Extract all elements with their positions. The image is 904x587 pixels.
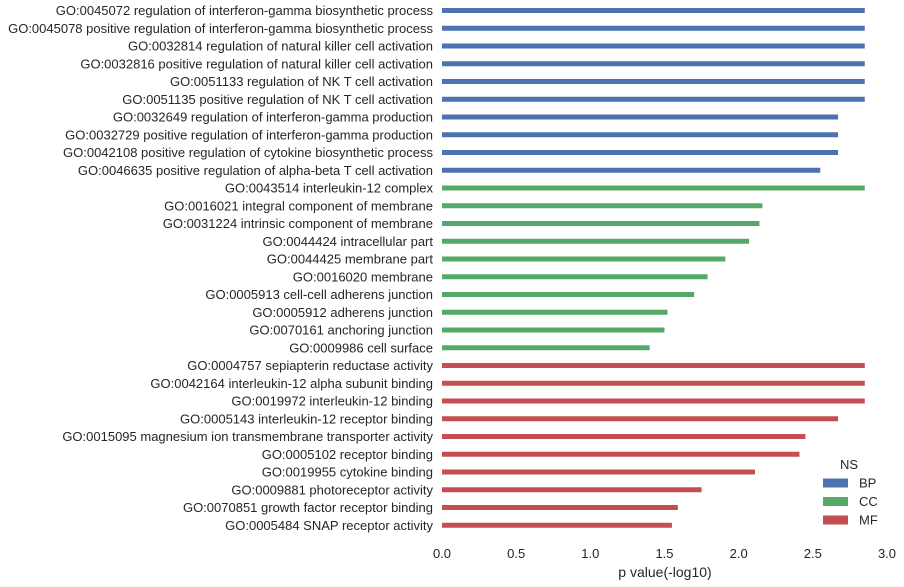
- legend-label: CC: [859, 494, 878, 509]
- category-label: GO:0051135 positive regulation of NK T c…: [122, 92, 433, 107]
- bar: [442, 185, 865, 191]
- legend-title: NS: [840, 457, 858, 472]
- legend-swatch: [823, 515, 848, 525]
- bar: [442, 327, 665, 333]
- category-label: GO:0005912 adherens junction: [252, 305, 433, 320]
- category-label: GO:0015095 magnesium ion transmembrane t…: [62, 429, 433, 444]
- category-label: GO:0005484 SNAP receptor activity: [225, 518, 433, 533]
- bar: [442, 43, 865, 49]
- bar: [442, 203, 763, 209]
- bar: [442, 416, 839, 422]
- category-label: GO:0019955 cytokine binding: [262, 465, 433, 480]
- bar: [442, 61, 865, 67]
- category-label: GO:0046635 positive regulation of alpha-…: [78, 163, 433, 178]
- bar: [442, 309, 668, 315]
- category-label: GO:0031224 intrinsic component of membra…: [163, 216, 433, 231]
- bar: [442, 434, 806, 439]
- bar: [442, 398, 865, 404]
- x-tick-label: 2.0: [730, 546, 748, 561]
- bar: [442, 292, 695, 297]
- x-tick-label: 1.5: [655, 546, 673, 561]
- category-label: GO:0019972 interleukin-12 binding: [231, 394, 433, 409]
- legend-label: MF: [859, 513, 878, 528]
- category-label: GO:0045078 positive regulation of interf…: [8, 21, 433, 36]
- x-axis-title: p value(-log10): [618, 564, 711, 580]
- bar: [442, 96, 865, 102]
- x-tick-label: 0.0: [433, 546, 451, 561]
- x-tick-label: 0.5: [507, 546, 525, 561]
- category-labels: GO:0045072 regulation of interferon-gamm…: [8, 3, 433, 533]
- category-label: GO:0070161 anchoring junction: [249, 323, 433, 338]
- bar: [442, 487, 702, 493]
- category-label: GO:0044425 membrane part: [267, 252, 434, 267]
- bar: [442, 274, 708, 280]
- legend-swatch: [823, 478, 848, 488]
- category-label: GO:0042108 positive regulation of cytoki…: [63, 145, 433, 160]
- legend-swatch: [823, 497, 848, 506]
- bar: [442, 238, 750, 244]
- category-label: GO:0044424 intracellular part: [262, 234, 433, 249]
- bar: [442, 522, 672, 528]
- category-label: GO:0051133 regulation of NK T cell activ…: [170, 74, 433, 89]
- category-label: GO:0009986 cell surface: [289, 340, 433, 355]
- bar: [442, 451, 800, 457]
- bar: [442, 114, 839, 120]
- category-label: GO:0016021 integral component of membran…: [164, 198, 433, 213]
- category-label: GO:0032649 regulation of interferon-gamm…: [113, 110, 433, 125]
- bar: [442, 221, 760, 226]
- x-tick-label: 3.0: [878, 546, 896, 561]
- bar: [442, 380, 865, 386]
- bars-layer: [442, 8, 865, 528]
- bar: [442, 345, 650, 351]
- category-label: GO:0005143 interleukin-12 receptor bindi…: [180, 411, 433, 426]
- legend-label: BP: [859, 476, 876, 491]
- category-label: GO:0004757 sepiapterin reductase activit…: [187, 358, 433, 373]
- bar: [442, 8, 865, 13]
- category-label: GO:0045072 regulation of interferon-gamm…: [56, 3, 434, 18]
- bar: [442, 505, 678, 510]
- bar: [442, 150, 839, 155]
- x-tick-label: 2.5: [804, 546, 822, 561]
- category-label: GO:0032814 regulation of natural killer …: [128, 39, 433, 54]
- bar: [442, 256, 726, 262]
- bar: [442, 79, 865, 84]
- category-label: GO:0005102 receptor binding: [262, 447, 433, 462]
- bar: [442, 363, 865, 368]
- x-axis: 0.0 0.5 1.0 1.5 2.0 2.5 3.0: [433, 546, 896, 561]
- category-label: GO:0070851 growth factor receptor bindin…: [183, 500, 433, 515]
- bar: [442, 167, 821, 173]
- category-label: GO:0009881 photoreceptor activity: [231, 482, 433, 497]
- bar: [442, 132, 839, 138]
- bar: [442, 469, 755, 475]
- category-label: GO:0032729 positive regulation of interf…: [65, 127, 433, 142]
- x-tick-label: 1.0: [581, 546, 599, 561]
- bar: [442, 25, 865, 31]
- category-label: GO:0043514 interleukin-12 complex: [225, 181, 434, 196]
- category-label: GO:0005913 cell-cell adherens junction: [205, 287, 433, 302]
- category-label: GO:0032816 positive regulation of natura…: [80, 56, 433, 71]
- category-label: GO:0042164 interleukin-12 alpha subunit …: [150, 376, 433, 391]
- category-label: GO:0016020 membrane: [293, 269, 433, 284]
